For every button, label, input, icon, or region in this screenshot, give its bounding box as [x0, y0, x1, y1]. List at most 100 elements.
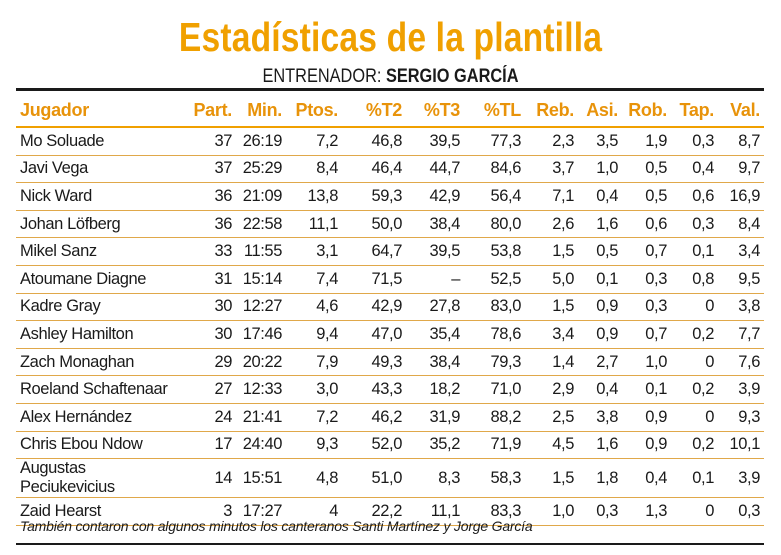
stat-cell: 27	[184, 375, 236, 404]
stat-cell: 46,8	[342, 127, 406, 156]
stat-cell: 5,0	[525, 265, 578, 294]
stat-cell: 37	[184, 155, 236, 184]
stat-cell: 52,0	[342, 431, 406, 460]
stat-cell: 53,8	[464, 237, 525, 266]
stat-cell: 3,9	[718, 458, 764, 499]
table-row: Atoumane Diagne 31 15:14 7,4 71,5–52,5 5,0 0,1…	[16, 265, 764, 294]
player-name-cell: Johan Löfberg	[16, 210, 184, 239]
stat-cell: 0,9	[578, 320, 622, 349]
stat-cell: 0,1	[671, 237, 718, 266]
coach-name: SERGIO GARCÍA	[385, 66, 519, 87]
stat-cell: 30	[184, 293, 236, 322]
top-divider	[16, 88, 764, 91]
stat-cell: 2,3	[525, 127, 578, 156]
stat-cell: 0,6	[671, 182, 718, 211]
stat-cell: 7,1	[525, 182, 578, 211]
stat-cell: 11,1	[286, 210, 342, 239]
player-name-cell: Atoumane Diagne	[16, 265, 184, 294]
stat-cell: 1,0	[525, 497, 578, 526]
column-header: Ptos.	[286, 95, 342, 128]
stat-cell: 7,2	[286, 403, 342, 432]
stat-cell: 84,6	[464, 155, 525, 184]
column-header: Min.	[236, 95, 286, 128]
stat-cell: 0,1	[622, 375, 671, 404]
table-row: Zaid Hearst 3 17:27 4 22,2 11,1 83,3 1,0 0,3 1,3 0…	[16, 497, 764, 526]
stat-cell: 8,4	[286, 155, 342, 184]
stat-cell: 47,0	[342, 320, 406, 349]
table-row: Alex Hernández 24 21:41 7,2 46,2 31,9 88,2 2,5 3…	[16, 403, 764, 432]
stat-cell: 0,5	[622, 155, 671, 184]
stat-cell: 24:40	[236, 431, 286, 460]
stat-cell: 0,3	[671, 210, 718, 239]
stat-cell: 0	[671, 348, 718, 377]
player-name-cell: Javi Vega	[16, 155, 184, 184]
table-row: Augustas Peciukevicius 14 15:51 4,8 51,0 8,3 5…	[16, 458, 764, 499]
stat-cell: 9,3	[718, 403, 764, 432]
stat-cell: 30	[184, 320, 236, 349]
table-row: Kadre Gray 30 12:27 4,6 42,9 27,8 83,0 1,5 0,9 0,…	[16, 293, 764, 322]
stat-cell: 1,9	[622, 127, 671, 156]
stat-cell: 3	[184, 497, 236, 526]
stat-cell: 15:14	[236, 265, 286, 294]
stat-cell: 0	[671, 497, 718, 526]
stat-cell: 26:19	[236, 127, 286, 156]
player-name-cell: Alex Hernández	[16, 403, 184, 432]
stat-cell: 0,4	[622, 458, 671, 499]
stat-cell: 0,4	[578, 182, 622, 211]
stat-cell: 0	[671, 293, 718, 322]
stat-cell: 0,9	[622, 431, 671, 460]
stat-cell: 1,6	[578, 431, 622, 460]
stat-cell: 3,7	[525, 155, 578, 184]
table-row: Javi Vega 37 25:29 8,4 46,4 44,7 84,6 3,7 1,0 0,5…	[16, 155, 764, 184]
stat-cell: 20:22	[236, 348, 286, 377]
stat-cell: 71,9	[464, 431, 525, 460]
stat-cell: 77,3	[464, 127, 525, 156]
stat-cell: 3,1	[286, 237, 342, 266]
player-name-cell: Zaid Hearst	[16, 497, 184, 526]
stat-cell: 42,9	[406, 182, 464, 211]
stat-cell: 0,3	[622, 265, 671, 294]
stat-cell: 9,5	[718, 265, 764, 294]
stat-cell: 83,3	[464, 497, 525, 526]
stat-cell: –	[406, 265, 464, 294]
column-header: %T2	[342, 95, 406, 128]
stat-cell: 3,5	[578, 127, 622, 156]
stat-cell: 8,7	[718, 127, 764, 156]
stat-cell: 79,3	[464, 348, 525, 377]
stat-cell: 9,7	[718, 155, 764, 184]
bottom-divider	[16, 543, 764, 545]
stat-cell: 64,7	[342, 237, 406, 266]
stat-cell: 10,1	[718, 431, 764, 460]
stat-cell: 4	[286, 497, 342, 526]
stat-cell: 35,2	[406, 431, 464, 460]
stat-cell: 0,5	[578, 237, 622, 266]
stat-cell: 0,2	[671, 320, 718, 349]
stat-cell: 1,5	[525, 458, 578, 499]
stat-cell: 0,2	[671, 431, 718, 460]
stat-cell: 38,4	[406, 348, 464, 377]
table-row: Zach Monaghan 29 20:22 7,9 49,3 38,4 79,3 1,4 2,…	[16, 348, 764, 377]
column-header: Reb.	[525, 95, 578, 128]
stat-cell: 0,2	[671, 375, 718, 404]
stat-cell: 37	[184, 127, 236, 156]
stats-table: Jugador Part. Min. Ptos. %T2 %T3 %TL Reb. Asi. Ro…	[16, 95, 764, 526]
stat-cell: 7,9	[286, 348, 342, 377]
stat-cell: 27,8	[406, 293, 464, 322]
stat-cell: 35,4	[406, 320, 464, 349]
stat-cell: 0,7	[622, 320, 671, 349]
player-name-cell: Roeland Schaftenaar	[16, 375, 184, 404]
stat-cell: 83,0	[464, 293, 525, 322]
stat-cell: 8,4	[718, 210, 764, 239]
stat-cell: 21:41	[236, 403, 286, 432]
stat-cell: 2,5	[525, 403, 578, 432]
column-header: Jugador	[16, 95, 184, 128]
stat-cell: 3,8	[578, 403, 622, 432]
stat-cell: 46,2	[342, 403, 406, 432]
stat-cell: 7,7	[718, 320, 764, 349]
stat-cell: 39,5	[406, 127, 464, 156]
stat-cell: 49,3	[342, 348, 406, 377]
stat-cell: 22,2	[342, 497, 406, 526]
footnote: También contaron con algunos minutos los…	[20, 518, 533, 534]
stat-cell: 0,9	[622, 403, 671, 432]
stat-cell: 4,6	[286, 293, 342, 322]
